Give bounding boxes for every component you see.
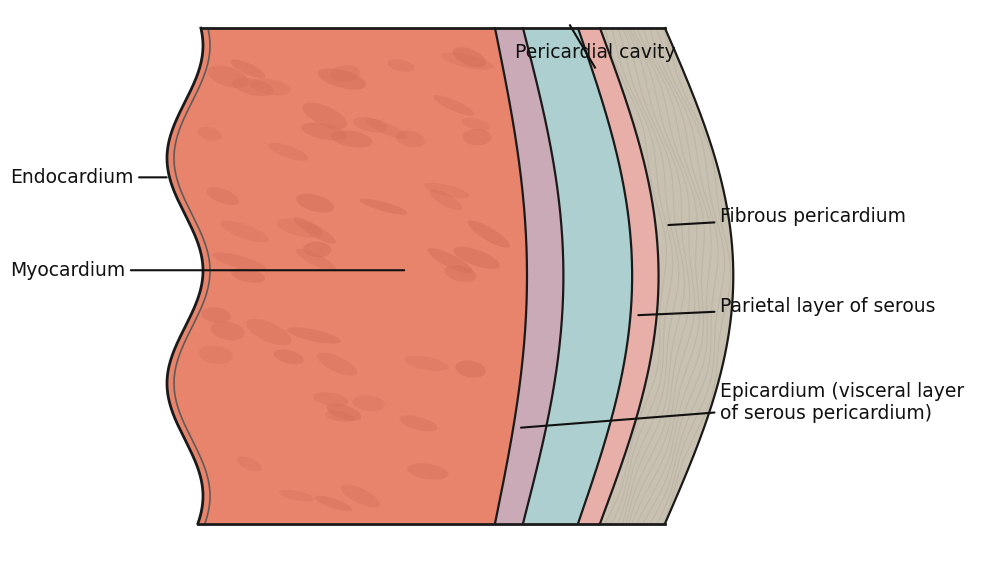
Ellipse shape [318, 68, 366, 90]
Ellipse shape [434, 95, 474, 116]
Polygon shape [600, 28, 733, 524]
Text: Parietal layer of serous: Parietal layer of serous [638, 297, 936, 316]
Ellipse shape [250, 79, 291, 95]
Ellipse shape [201, 307, 231, 323]
Ellipse shape [220, 221, 269, 243]
Ellipse shape [199, 346, 233, 364]
Text: Endocardium: Endocardium [10, 168, 167, 187]
Ellipse shape [407, 463, 448, 480]
Ellipse shape [197, 127, 221, 141]
Ellipse shape [302, 123, 347, 140]
Ellipse shape [360, 199, 407, 215]
Ellipse shape [453, 47, 486, 68]
Ellipse shape [424, 183, 469, 198]
Ellipse shape [303, 242, 332, 257]
Ellipse shape [463, 129, 492, 145]
Polygon shape [495, 28, 563, 524]
Polygon shape [523, 28, 632, 524]
Ellipse shape [331, 65, 360, 82]
Ellipse shape [341, 485, 380, 507]
Text: Pericardial cavity: Pericardial cavity [515, 43, 675, 62]
Ellipse shape [327, 404, 361, 421]
Ellipse shape [455, 360, 486, 378]
Ellipse shape [387, 59, 415, 72]
Ellipse shape [211, 321, 245, 340]
Ellipse shape [268, 143, 308, 161]
Polygon shape [167, 28, 527, 524]
Ellipse shape [429, 189, 462, 210]
Ellipse shape [237, 457, 262, 472]
Polygon shape [578, 28, 659, 524]
Ellipse shape [302, 102, 347, 129]
Ellipse shape [331, 131, 373, 148]
Ellipse shape [427, 248, 473, 274]
Ellipse shape [208, 66, 249, 88]
Ellipse shape [468, 221, 510, 248]
Ellipse shape [396, 131, 425, 148]
Ellipse shape [444, 265, 477, 282]
Ellipse shape [453, 247, 500, 269]
Ellipse shape [296, 249, 336, 271]
Ellipse shape [325, 410, 355, 422]
Ellipse shape [294, 217, 336, 244]
Ellipse shape [279, 490, 314, 502]
Ellipse shape [274, 350, 304, 364]
Ellipse shape [246, 319, 292, 345]
Ellipse shape [207, 187, 239, 205]
Ellipse shape [405, 356, 448, 371]
Text: Epicardium (visceral layer
of serous pericardium): Epicardium (visceral layer of serous per… [521, 382, 964, 428]
Text: Myocardium: Myocardium [10, 261, 404, 280]
Ellipse shape [231, 60, 265, 78]
Ellipse shape [441, 52, 494, 70]
Ellipse shape [231, 268, 265, 283]
Ellipse shape [232, 78, 274, 96]
Ellipse shape [313, 392, 349, 406]
Ellipse shape [277, 218, 323, 238]
Ellipse shape [365, 118, 408, 139]
Ellipse shape [353, 117, 387, 132]
Ellipse shape [315, 495, 352, 511]
Ellipse shape [287, 327, 341, 343]
Ellipse shape [213, 253, 266, 271]
Ellipse shape [317, 352, 357, 376]
Text: Fibrous pericardium: Fibrous pericardium [668, 207, 906, 226]
Ellipse shape [399, 415, 437, 431]
Ellipse shape [296, 194, 334, 213]
Ellipse shape [462, 118, 491, 131]
Ellipse shape [352, 395, 385, 411]
